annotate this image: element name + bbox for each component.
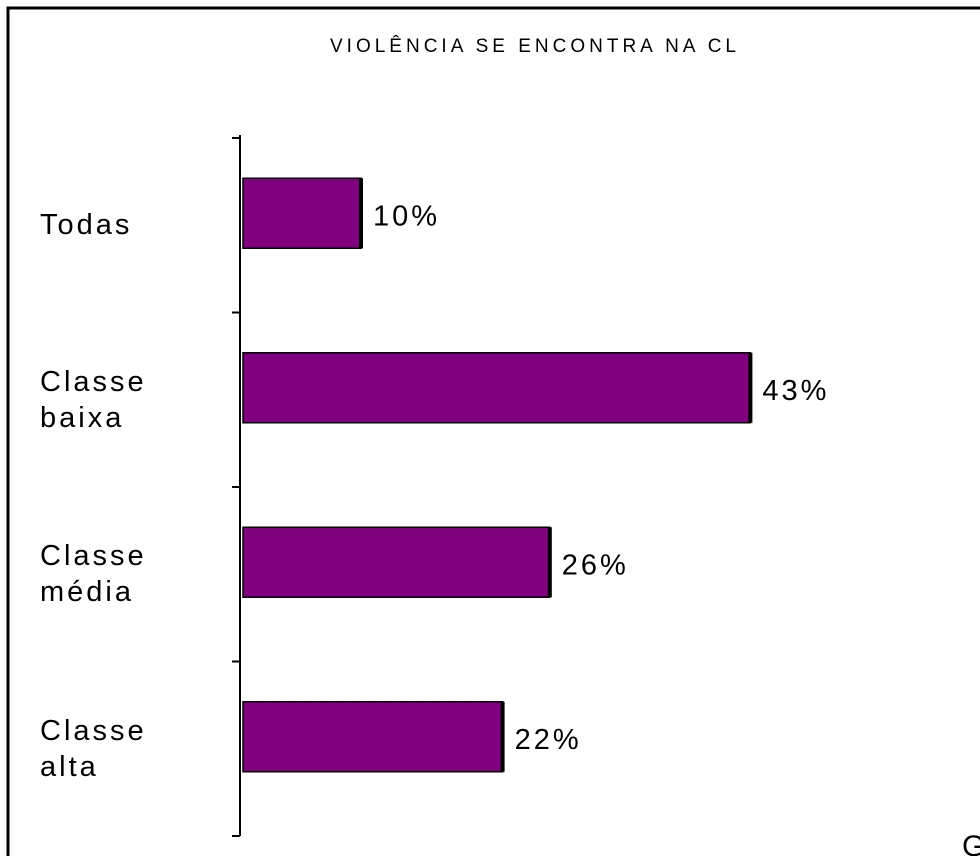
bar (242, 352, 752, 424)
category-label: Classe média (40, 540, 147, 609)
chart-title: VIOLÊNCIA SE ENCONTRA NA CL (330, 35, 740, 57)
value-label: 26% (562, 549, 629, 581)
frame (6, 6, 980, 856)
value-label: 10% (373, 200, 440, 232)
category-label: Todas (40, 209, 133, 242)
bar (242, 177, 362, 249)
category-label: Classe baixa (40, 365, 147, 434)
bar (242, 526, 551, 598)
annotation: G (962, 830, 980, 856)
category-label: Classe alta (40, 714, 147, 783)
value-label: 22% (515, 724, 582, 756)
bar (242, 701, 504, 773)
value-label: 43% (762, 375, 829, 407)
